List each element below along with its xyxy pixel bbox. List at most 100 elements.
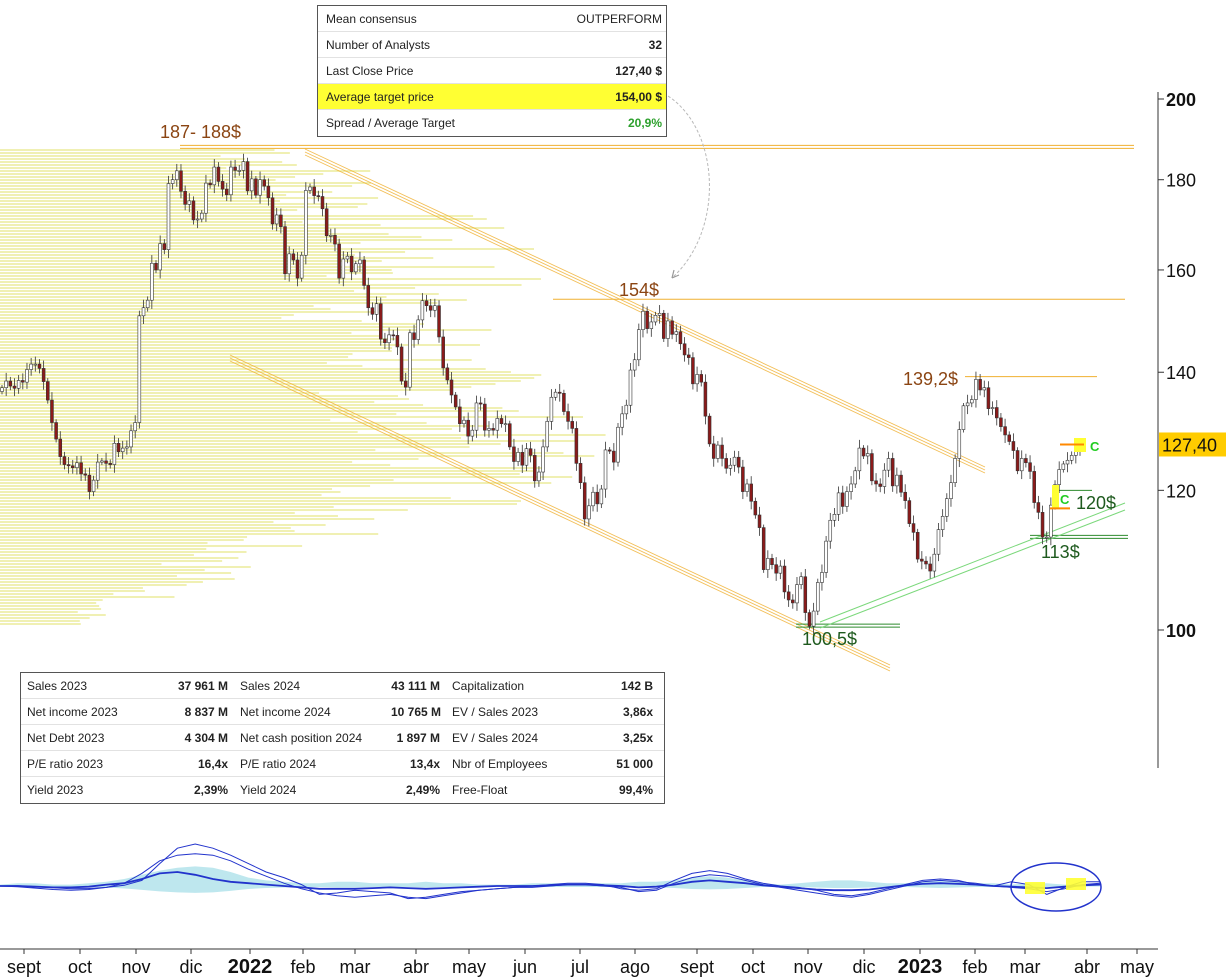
- x-tick-label: abr: [403, 957, 429, 977]
- candle-up: [795, 584, 799, 604]
- candle-up: [624, 404, 629, 415]
- fin-value: 4 304 M: [184, 730, 228, 745]
- candle-down: [691, 357, 695, 385]
- financials-row: Yield 2023 2,39% Yield 2024 2,49% Free-F…: [21, 777, 664, 803]
- candle-up: [145, 299, 150, 309]
- candle-down: [840, 492, 845, 507]
- channel-line: [229, 360, 891, 672]
- arrow-head-icon: [671, 269, 680, 279]
- fin-label: Capitalization: [452, 678, 525, 693]
- candle-up: [204, 182, 208, 214]
- candle-down: [878, 483, 882, 487]
- candle-down: [233, 166, 237, 171]
- candle-down: [807, 612, 812, 627]
- x-axis: sept oct nov dic 2022 feb mar abr may jun jul ago se…: [0, 948, 1158, 978]
- consensus-row: Spread / Average Target 20,9%: [318, 110, 666, 136]
- candle-up: [553, 391, 558, 398]
- x-tick-label: sept: [7, 957, 41, 977]
- fin-value: 10 765 M: [391, 704, 442, 719]
- candle-down: [270, 197, 275, 225]
- candle-down: [458, 406, 462, 425]
- candle-down: [1007, 434, 1012, 442]
- candle-up: [354, 263, 358, 273]
- candle-up: [1061, 463, 1066, 470]
- consensus-value: 20,9%: [627, 116, 662, 130]
- candle-up: [828, 519, 833, 542]
- consensus-table: Mean consensus OUTPERFORM Number of Anal…: [317, 5, 667, 137]
- candle-down: [424, 300, 429, 307]
- candle-up: [524, 448, 529, 466]
- channel-line: [229, 354, 891, 666]
- candle-down: [1040, 512, 1045, 538]
- candle-down: [570, 421, 574, 429]
- x-tick-label: may: [452, 957, 486, 977]
- fin-value: 43 111 M: [391, 678, 440, 693]
- candle-up: [832, 514, 837, 521]
- candle-down: [699, 374, 704, 383]
- financials-row: Sales 2023 37 961 M Sales 2024 43 111 M …: [21, 673, 664, 699]
- candle-up: [637, 329, 641, 361]
- candle-down: [770, 558, 774, 565]
- consensus-row-highlighted: Average target price 154,00 $: [318, 84, 666, 110]
- x-tick-label: nov: [793, 957, 822, 977]
- candle-down: [757, 514, 762, 528]
- candle-up: [0, 387, 4, 392]
- fin-value: 2,39%: [193, 783, 228, 797]
- candle-down: [83, 473, 87, 476]
- candle-down: [483, 403, 487, 431]
- candle-up: [886, 458, 891, 471]
- candle-up: [229, 166, 233, 196]
- candle-up: [212, 166, 217, 186]
- y-tick-label: 120: [1166, 481, 1196, 501]
- consensus-value: 154,00 $: [615, 89, 662, 104]
- candle-up: [882, 469, 887, 487]
- candle-up: [1049, 504, 1053, 538]
- channel-line: [304, 154, 986, 474]
- candle-up: [416, 319, 420, 340]
- candle-down: [62, 456, 67, 465]
- candle-down: [562, 393, 566, 412]
- candle-up: [100, 460, 104, 463]
- oscillator-line: [0, 871, 1101, 892]
- candle-down: [383, 338, 387, 344]
- candle-up: [474, 402, 479, 431]
- candle-down: [179, 170, 183, 192]
- candle-up: [433, 305, 437, 311]
- candle-down: [370, 307, 375, 315]
- x-tick-label: dic: [852, 957, 875, 977]
- candle-up: [33, 363, 38, 366]
- candle-down: [466, 419, 470, 437]
- candle-up: [195, 218, 200, 221]
- candle-up: [778, 565, 783, 574]
- x-tick-label: jul: [570, 957, 589, 977]
- candle-down: [707, 415, 712, 445]
- candle-down: [320, 196, 325, 210]
- candle-up: [1065, 459, 1070, 465]
- candle-up: [653, 315, 658, 323]
- candle-down: [711, 443, 716, 459]
- candle-down: [254, 178, 258, 196]
- candle-up: [945, 498, 949, 517]
- candle-up: [982, 387, 987, 391]
- y-axis: 100 120 140 160 180 200 127,40: [1157, 90, 1226, 768]
- candle-down: [491, 428, 495, 431]
- fin-label: Free-Float: [452, 783, 508, 797]
- candle-up: [990, 407, 995, 409]
- candle-down: [899, 474, 903, 493]
- x-tick-label: 2023: [898, 956, 943, 978]
- candle-up: [141, 307, 146, 317]
- last-price-badge: [1159, 432, 1226, 457]
- focus-circle: [1010, 862, 1102, 912]
- candle-up: [728, 464, 733, 469]
- candle-up: [274, 214, 279, 225]
- fin-value: 16,4x: [197, 756, 228, 771]
- candle-down: [1032, 471, 1036, 503]
- candle-down: [861, 447, 866, 457]
- candle-up: [632, 359, 637, 371]
- candle-down: [395, 335, 400, 348]
- candle-down: [986, 387, 991, 409]
- fin-label: EV / Sales 2023: [452, 704, 539, 719]
- x-tick-label: abr: [1074, 957, 1100, 977]
- candle-up: [957, 429, 962, 459]
- fin-label: P/E ratio 2023: [27, 756, 104, 771]
